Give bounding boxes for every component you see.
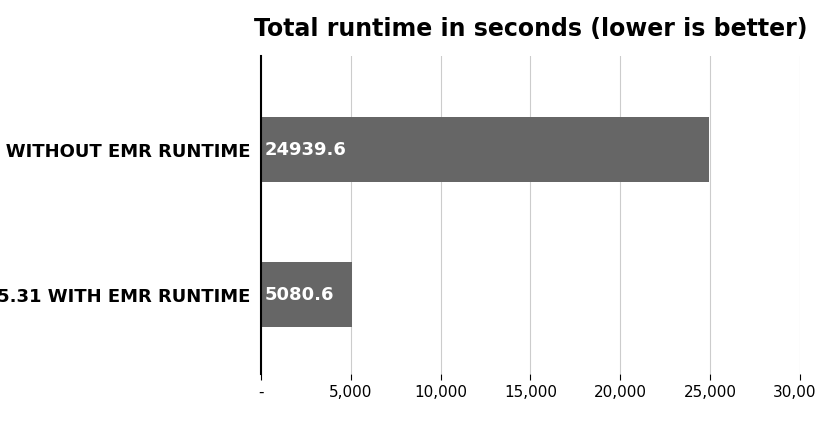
Bar (261, 117, 709, 182)
Text: 24939.6: 24939.6 (264, 141, 347, 159)
Title: Total runtime in seconds (lower is better): Total runtime in seconds (lower is bette… (254, 18, 807, 41)
Text: 5080.6: 5080.6 (264, 286, 335, 304)
Bar (261, 262, 353, 327)
